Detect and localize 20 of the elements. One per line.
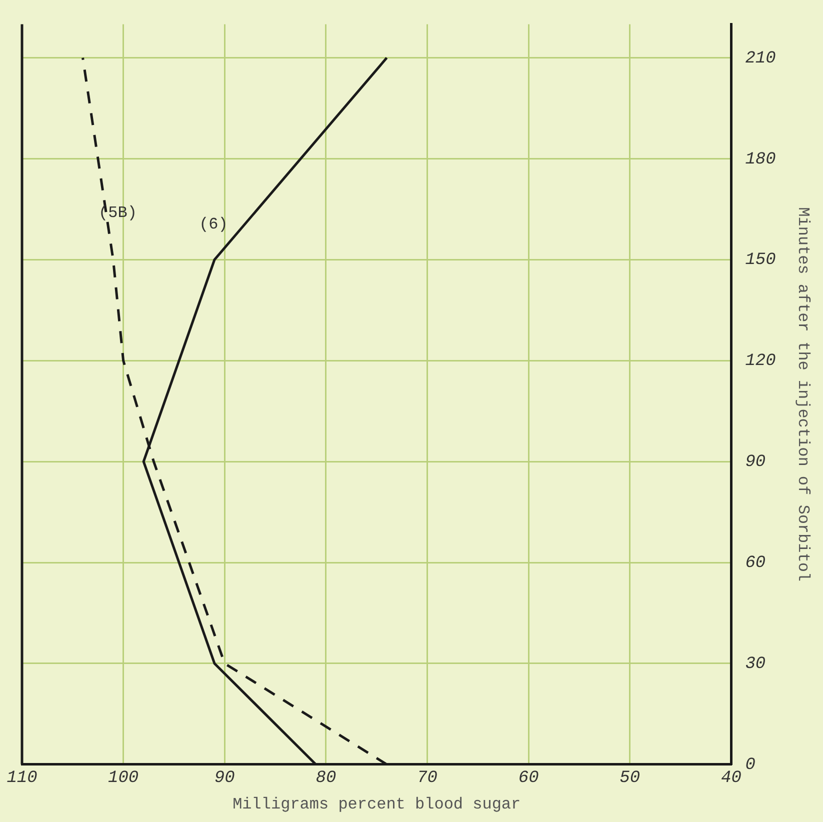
annotation: (6) — [199, 215, 228, 234]
x-tick-label: 90 — [214, 769, 235, 788]
x-axis-title: Milligrams percent blood sugar — [232, 796, 521, 814]
y-tick-label: 30 — [745, 654, 766, 674]
y-tick-label: 90 — [745, 453, 766, 472]
y-tick-label: 60 — [745, 554, 766, 574]
x-tick-label: 80 — [316, 769, 336, 788]
y-tick-label: 150 — [745, 251, 776, 270]
x-tick-label: 50 — [620, 769, 640, 788]
x-tick-label: 40 — [720, 769, 742, 788]
y-tick-label: 120 — [745, 352, 776, 372]
annotation: (5B) — [98, 204, 137, 222]
x-tick-label: 60 — [518, 769, 539, 788]
x-tick-label: 70 — [417, 769, 438, 788]
y-tick-label: 210 — [745, 49, 776, 68]
x-tick-label: 100 — [108, 769, 139, 788]
x-tick-label: 110 — [6, 769, 38, 788]
y-tick-label: 180 — [745, 150, 776, 170]
y-axis-title: Minutes after the injection of Sorbitol — [794, 207, 812, 582]
y-tick-label: 0 — [745, 756, 756, 775]
